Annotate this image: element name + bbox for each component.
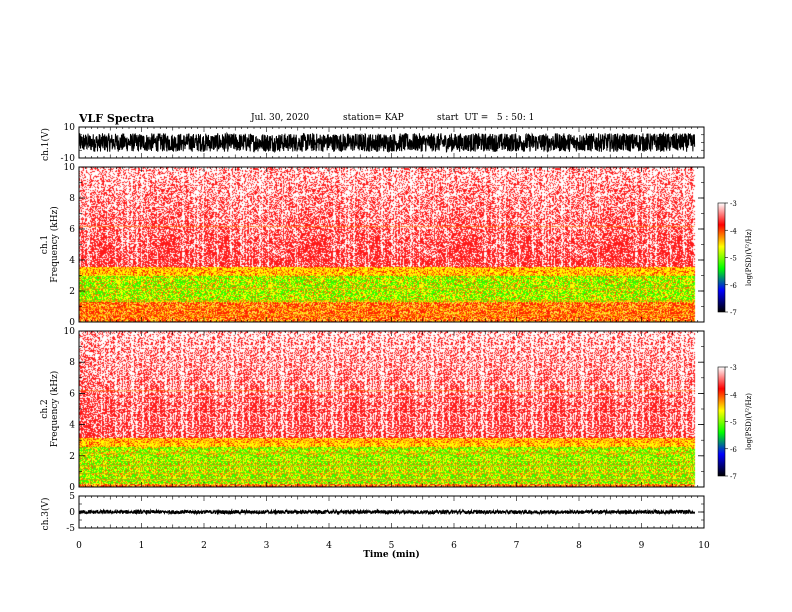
x-tick-label: 9 (639, 541, 645, 551)
ch3-waveform-xticks (78, 496, 705, 528)
y-tick-label: 4 (69, 421, 75, 431)
y-tick-label: 0 (69, 508, 75, 518)
y-tick-label: -5 (66, 524, 75, 534)
ch1-spectrogram-image (79, 167, 704, 322)
colorbar-label-text: log(PSD)(V²/Hz) (745, 393, 753, 450)
y-tick-label: 0 (69, 483, 75, 493)
x-tick-label: 0 (76, 541, 82, 551)
y-tick-label: 8 (69, 194, 75, 204)
x-tick-label: 3 (264, 541, 270, 551)
colorbar-tick-label: -5 (730, 419, 737, 427)
colorbar-tick-label: -5 (730, 255, 737, 263)
ch2-spectrogram-colorbar-label: log(PSD)(V²/Hz) (745, 393, 753, 450)
axis-label: ch.1(V) (40, 128, 51, 161)
colorbar-tick-label: -4 (730, 227, 737, 235)
ch2-spectrogram-yticks: 0 2 4 6 8 10 (64, 327, 704, 493)
page-title: VLF Spectra (79, 112, 155, 125)
colorbar-label-text: log(PSD)(V²/Hz) (745, 229, 753, 286)
colorbar-tick-label: -7 (730, 309, 737, 317)
x-tick-label: 10 (698, 541, 710, 551)
x-tick-label: 6 (451, 541, 457, 551)
y-tick-label: 2 (69, 452, 75, 462)
y-tick-label: 6 (69, 389, 75, 399)
colorbar-tick-label: -3 (730, 364, 737, 372)
y-tick-label: 10 (64, 163, 76, 173)
station-label: station= KAP (343, 113, 404, 123)
ch1-spectrogram-colorbar-label: log(PSD)(V²/Hz) (745, 229, 753, 286)
ch3-waveform-yticks: 5 0 -5 (66, 492, 704, 534)
start-time-label: start UT = 5 : 50: 1 (437, 113, 535, 123)
ch2-spectrogram-image (79, 331, 704, 487)
ch2-spectrogram-colorbar (717, 366, 726, 477)
y-tick-label: 6 (69, 225, 75, 235)
x-tick-label: 1 (139, 541, 145, 551)
colorbar-tick-label: -6 (730, 282, 737, 290)
ch2-spectrogram-ylabel: ch.2 Frequency (kHz) (40, 371, 60, 448)
x-tick-label: 2 (201, 541, 207, 551)
colorbar-tick-label: -4 (730, 391, 737, 399)
x-axis-label: Time (min) (363, 549, 420, 560)
colorbar-tick-label: -7 (730, 473, 737, 481)
ch1-spectrogram-xticks (78, 167, 705, 322)
axis-label: Frequency (kHz) (49, 206, 60, 283)
y-tick-label: 2 (69, 287, 75, 297)
x-tick-label: 8 (576, 541, 582, 551)
colorbar-tick-label: -6 (730, 446, 737, 454)
x-tick-label: 5 (389, 541, 395, 551)
x-tick-label: 7 (514, 541, 520, 551)
axis-label: ch.1 (40, 235, 50, 254)
y-tick-label: 10 (64, 327, 76, 337)
axis-label: Frequency (kHz) (49, 371, 60, 448)
ch1-waveform-xticks (78, 127, 705, 158)
y-tick-label: -10 (61, 154, 76, 164)
x-tick-label: 4 (326, 541, 332, 551)
ch1-waveform-trace (78, 131, 696, 153)
axis-label: ch.2 (40, 399, 50, 418)
ch3-waveform-trace (78, 508, 696, 516)
y-tick-label: 4 (69, 256, 75, 266)
ch1-spectrogram-colorbar (717, 202, 726, 313)
ch1-spectrogram-ylabel: ch.1 Frequency (kHz) (40, 206, 60, 283)
y-tick-label: 5 (69, 492, 75, 502)
y-tick-label: 8 (69, 358, 75, 368)
y-tick-label: 0 (69, 318, 75, 328)
ch3-waveform-ylabel: ch.3(V) (40, 498, 51, 531)
axis-label: ch.3(V) (40, 498, 51, 531)
ch2-spectrogram-xticks (78, 331, 705, 487)
y-tick-label: 10 (64, 123, 76, 133)
date-label: Jul. 30, 2020 (251, 113, 310, 123)
ch1-waveform-ylabel: ch.1(V) (40, 128, 51, 161)
colorbar-tick-label: -3 (730, 200, 737, 208)
ch1-spectrogram-yticks: 0 2 4 6 8 10 (64, 163, 704, 328)
